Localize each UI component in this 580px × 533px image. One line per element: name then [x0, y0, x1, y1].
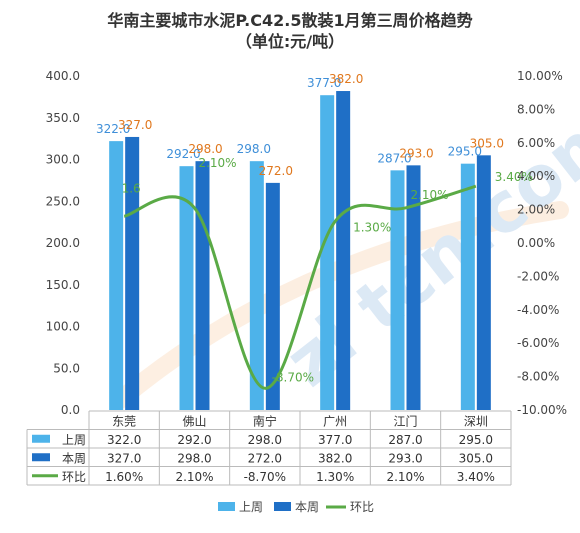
bar-value-label: 322.0	[96, 122, 130, 136]
line-value-label: -8.70%	[272, 370, 314, 384]
line-value-label: 2.10%	[410, 188, 448, 202]
legend-label: 上周	[239, 500, 263, 514]
right-axis-tick-label: -4.00%	[517, 303, 559, 317]
category-label: 东莞	[112, 414, 136, 428]
right-axis-tick-label: 10.00%	[517, 69, 563, 83]
table-cell: 3.40%	[457, 470, 495, 484]
table-cell: 1.30%	[316, 470, 354, 484]
right-axis-tick-label: -8.00%	[517, 370, 559, 384]
right-axis-tick-label: 6.00%	[517, 136, 555, 150]
bar-本周	[336, 91, 351, 410]
bar-上周	[249, 161, 264, 410]
table-legend-swatch	[32, 434, 50, 443]
right-axis-tick-label: -2.00%	[517, 269, 559, 283]
table-row-name: 环比	[62, 470, 86, 484]
left-axis-tick-label: 250.0	[46, 194, 80, 208]
bar-value-label: 298.0	[237, 142, 271, 156]
right-axis-tick-label: -10.00%	[517, 403, 567, 417]
legend-swatch	[218, 502, 235, 511]
table-cell: 327.0	[107, 451, 141, 465]
table-cell: 1.60%	[105, 470, 143, 484]
table-cell: 2.10%	[386, 470, 424, 484]
left-axis-tick-label: 400.0	[46, 69, 80, 83]
right-axis-tick-label: 8.00%	[517, 102, 555, 116]
bar-value-label: 377.0	[307, 76, 341, 90]
table-legend-swatch	[32, 453, 50, 462]
left-axis-tick-label: 100.0	[46, 320, 80, 334]
table-cell: 292.0	[177, 433, 211, 447]
category-label: 佛山	[182, 414, 206, 428]
left-axis-tick-label: 0.0	[61, 403, 80, 417]
bar-上周	[320, 95, 335, 410]
legend-label: 环比	[350, 500, 374, 514]
bar-value-label: 292.0	[166, 147, 200, 161]
table-cell: 295.0	[459, 433, 493, 447]
table-cell: 298.0	[248, 433, 282, 447]
bar-本周	[265, 182, 280, 410]
chart-title: 华南主要城市水泥P.C42.5散装1月第三周价格趋势	[107, 11, 473, 30]
bar-上周	[179, 166, 194, 410]
table-row-name: 本周	[62, 451, 86, 465]
line-value-label: 2.10%	[198, 156, 236, 170]
line-value-label: 3.40%	[495, 170, 533, 184]
bar-上周	[460, 163, 475, 410]
bar-本周	[476, 155, 491, 410]
line-value-label: 1.30%	[353, 220, 391, 234]
right-axis-tick-label: -6.00%	[517, 336, 559, 350]
table-cell: 287.0	[388, 433, 422, 447]
left-axis-tick-label: 150.0	[46, 278, 80, 292]
bar-value-label: 327.0	[118, 118, 152, 132]
table-cell: 305.0	[459, 451, 493, 465]
category-label: 江门	[393, 413, 417, 428]
category-label: 广州	[323, 414, 347, 428]
left-axis-tick-label: 350.0	[46, 111, 80, 125]
legend-label: 本周	[295, 500, 319, 514]
bar-value-label: 293.0	[399, 146, 433, 160]
left-axis-tick-label: 200.0	[46, 236, 80, 250]
line-value-label: 1.6	[122, 181, 141, 195]
table-row-name: 上周	[62, 433, 86, 447]
left-axis-tick-label: 50.0	[53, 361, 80, 375]
table-cell: 298.0	[177, 451, 211, 465]
bar-本周	[125, 136, 140, 410]
chart-subtitle: （单位:元/吨）	[235, 32, 345, 51]
line-环比	[123, 184, 477, 390]
bar-value-label: 305.0	[470, 136, 504, 150]
bar-value-label: 272.0	[259, 164, 293, 178]
table-cell: 377.0	[318, 433, 352, 447]
table-cell: 322.0	[107, 433, 141, 447]
category-label: 深圳	[464, 414, 488, 428]
table-cell: -8.70%	[244, 470, 286, 484]
table-cell: 272.0	[248, 451, 282, 465]
bar-本周	[406, 165, 421, 410]
table-cell: 2.10%	[175, 470, 213, 484]
bar-value-label: 287.0	[377, 151, 411, 165]
table-cell: 293.0	[388, 451, 422, 465]
table-cell: 382.0	[318, 451, 352, 465]
bar-上周	[390, 170, 405, 410]
bar-上周	[109, 141, 124, 410]
right-axis-tick-label: 2.00%	[517, 203, 555, 217]
right-axis-tick-label: 4.00%	[517, 169, 555, 183]
bar-本周	[195, 161, 210, 410]
bar-value-label: 382.0	[329, 72, 363, 86]
bar-value-label: 295.0	[448, 145, 482, 159]
bar-value-label: 298.0	[188, 142, 222, 156]
legend-swatch	[274, 502, 291, 511]
right-axis-tick-label: 0.00%	[517, 236, 555, 250]
category-label: 南宁	[253, 413, 277, 428]
left-axis-tick-label: 300.0	[46, 153, 80, 167]
